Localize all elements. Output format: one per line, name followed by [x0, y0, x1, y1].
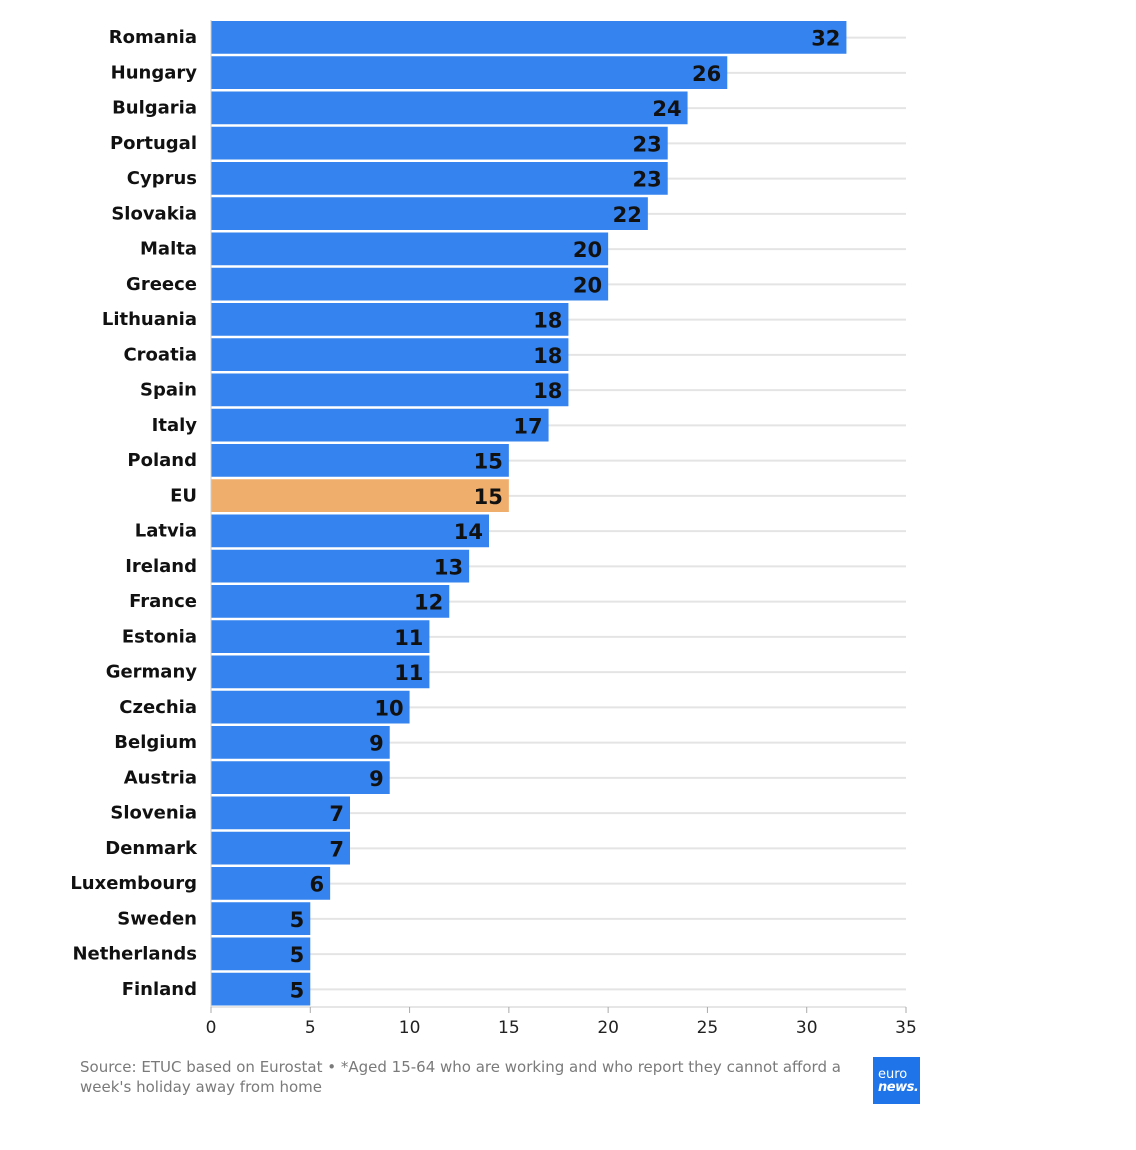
category-label: Sweden: [117, 908, 197, 929]
value-label: 5: [290, 943, 305, 967]
x-tick-label: 35: [895, 1018, 917, 1038]
category-label: Cyprus: [127, 168, 197, 189]
value-label: 23: [632, 132, 661, 156]
bar: [211, 232, 609, 266]
bar: [211, 373, 569, 407]
bar: [211, 867, 331, 900]
value-label: 13: [434, 555, 463, 579]
bar: [211, 761, 390, 794]
x-tick-label: 30: [796, 1018, 818, 1038]
value-label: 18: [533, 379, 562, 403]
value-label: 6: [310, 873, 325, 897]
value-label: 10: [374, 696, 403, 720]
value-label: 17: [513, 414, 542, 438]
value-label: 15: [474, 450, 503, 474]
bar: [211, 56, 728, 89]
bar: [211, 303, 569, 336]
bar: [211, 585, 450, 618]
bar: [211, 91, 688, 125]
bar: [211, 197, 648, 230]
x-tick-label: 20: [597, 1018, 619, 1038]
category-label: Denmark: [105, 838, 198, 859]
value-label: 9: [369, 767, 384, 791]
category-label: Belgium: [114, 732, 197, 753]
category-label: Latvia: [135, 521, 197, 542]
x-tick-label: 0: [206, 1018, 217, 1038]
value-label: 5: [290, 978, 305, 1002]
bar: [211, 620, 430, 653]
category-label: Ireland: [125, 556, 197, 577]
category-label: Slovenia: [110, 803, 197, 824]
bar: [211, 549, 470, 583]
logo-line-1: euro: [878, 1066, 908, 1082]
value-label: 22: [613, 203, 642, 227]
value-label: 20: [573, 273, 602, 297]
bar: [211, 796, 350, 830]
bar: [211, 655, 430, 689]
bar: [211, 726, 390, 759]
category-label: Luxembourg: [70, 873, 197, 894]
x-tick-label: 15: [498, 1018, 520, 1038]
value-label: 20: [573, 238, 602, 262]
bar: [211, 338, 569, 371]
category-label: France: [129, 591, 197, 612]
x-tick-label: 5: [305, 1018, 316, 1038]
category-label: Hungary: [111, 62, 198, 83]
bar: [211, 831, 350, 865]
category-label: Slovakia: [111, 203, 197, 224]
bar: [211, 126, 668, 160]
category-label: Greece: [126, 274, 197, 295]
x-tick-label: 10: [399, 1018, 421, 1038]
value-label: 24: [652, 97, 681, 121]
value-label: 23: [632, 168, 661, 192]
category-label: Estonia: [122, 626, 197, 647]
category-label: EU: [170, 485, 197, 506]
bar: [211, 972, 311, 1006]
value-label: 14: [454, 520, 483, 544]
value-label: 7: [329, 802, 344, 826]
category-label: Germany: [106, 662, 198, 683]
category-label: Netherlands: [72, 944, 197, 965]
category-label: Malta: [140, 239, 197, 260]
category-label: Austria: [124, 767, 197, 788]
value-label: 11: [394, 661, 423, 685]
bar: [211, 21, 847, 54]
value-label: 32: [811, 27, 840, 51]
value-label: 18: [533, 344, 562, 368]
bar: [211, 690, 410, 724]
value-label: 5: [290, 908, 305, 932]
category-label: Poland: [127, 450, 197, 471]
x-tick-label: 25: [697, 1018, 719, 1038]
bar: [211, 902, 311, 935]
value-label: 9: [369, 732, 384, 756]
source-note: Source: ETUC based on Eurostat • *Aged 1…: [80, 1058, 841, 1096]
category-label: Bulgaria: [112, 98, 197, 119]
category-label: Romania: [109, 27, 197, 48]
category-label: Italy: [152, 415, 198, 436]
category-label: Portugal: [110, 133, 197, 154]
bar-chart: Romania 32 Hungary 26 Bulgaria 24 Portugal 23 Cy…: [70, 20, 917, 1038]
bar: [211, 267, 609, 301]
category-label: Finland: [122, 979, 197, 1000]
category-label: Spain: [140, 380, 197, 401]
value-label: 26: [692, 62, 721, 86]
bar: [211, 514, 489, 548]
logo-line-2: news.: [878, 1079, 919, 1095]
category-label: Czechia: [119, 697, 197, 718]
category-label: Croatia: [123, 344, 197, 365]
value-label: 7: [329, 837, 344, 861]
bar-highlight: [211, 479, 509, 512]
bar: [211, 408, 549, 442]
bar: [211, 444, 509, 477]
value-label: 15: [474, 485, 503, 509]
value-label: 11: [394, 626, 423, 650]
bar: [211, 162, 668, 195]
value-label: 12: [414, 591, 443, 615]
euronews-logo: euro news.: [873, 1057, 920, 1104]
value-label: 18: [533, 309, 562, 333]
category-label: Lithuania: [102, 309, 197, 330]
bar: [211, 937, 311, 971]
